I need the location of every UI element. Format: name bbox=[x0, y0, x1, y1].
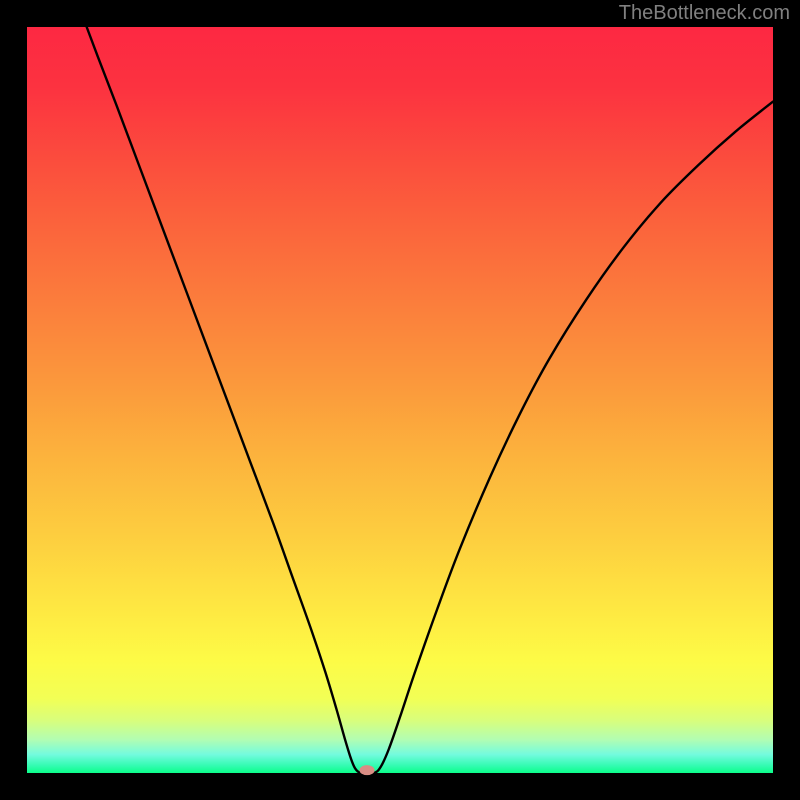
watermark-text: TheBottleneck.com bbox=[619, 2, 790, 25]
chart-frame: TheBottleneck.com bbox=[0, 0, 800, 800]
bottleneck-curve bbox=[27, 27, 773, 773]
optimum-marker bbox=[360, 766, 375, 776]
plot-area bbox=[27, 27, 773, 773]
